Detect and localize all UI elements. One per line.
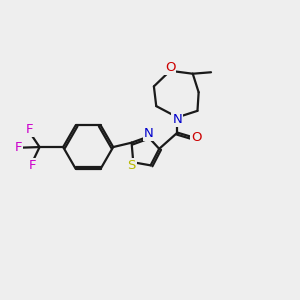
Text: F: F — [26, 123, 33, 136]
Text: N: N — [172, 113, 182, 126]
Text: O: O — [191, 130, 202, 143]
Text: O: O — [165, 61, 175, 74]
Text: S: S — [128, 159, 136, 172]
Text: F: F — [28, 159, 36, 172]
Text: N: N — [144, 127, 154, 140]
Text: F: F — [15, 141, 22, 154]
